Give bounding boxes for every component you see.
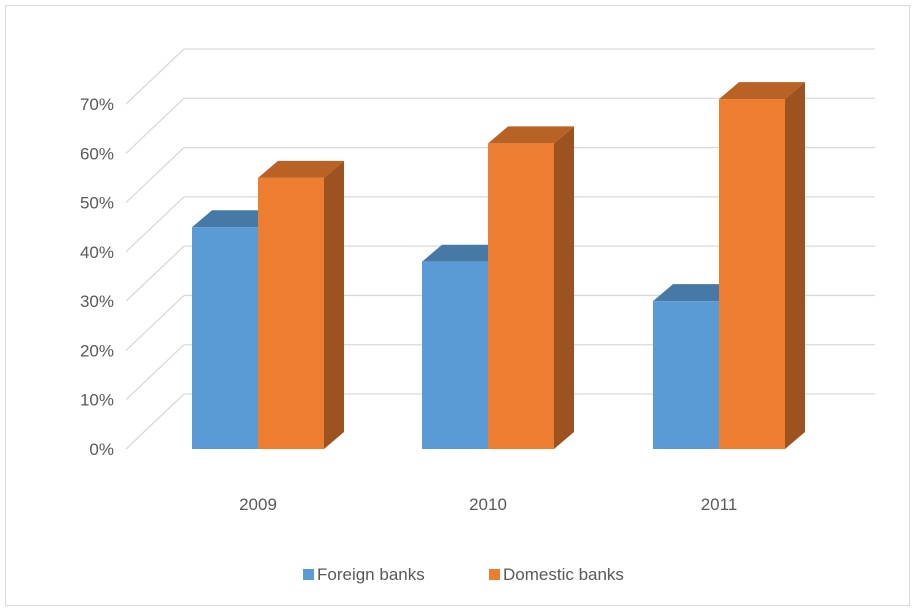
bar <box>488 143 554 449</box>
bar-top <box>488 126 574 144</box>
bar-top <box>719 82 805 100</box>
bar-chart: 0% 10% 20% 30% 40% 50% 60% 70% 2009 2010 2011 Forei… <box>80 48 875 584</box>
legend-label: Foreign banks <box>317 565 425 584</box>
bar-top <box>192 210 278 228</box>
bar-side <box>554 126 574 449</box>
y-tick-label: 20% <box>80 341 114 360</box>
legend-label: Domestic banks <box>503 565 624 584</box>
y-tick-label: 70% <box>80 95 114 114</box>
bar-side <box>324 160 344 449</box>
y-tick-label: 40% <box>80 243 114 262</box>
bar-top <box>258 160 344 178</box>
y-tick-label: 50% <box>80 194 114 213</box>
bar <box>192 227 258 449</box>
bar <box>422 261 488 449</box>
gridline-side <box>125 196 185 253</box>
gridline-side <box>125 245 185 302</box>
bar-top <box>422 244 508 262</box>
gridline-side <box>125 147 185 204</box>
y-tick-label: 0% <box>89 440 114 459</box>
x-tick-label: 2011 <box>701 495 738 514</box>
bar-top <box>653 284 739 302</box>
chart-frame: 0% 10% 20% 30% 40% 50% 60% 70% 2009 2010 2011 Forei… <box>5 5 910 606</box>
legend-swatch <box>303 569 314 580</box>
bar-side <box>785 82 805 450</box>
bar <box>258 177 324 449</box>
bar <box>653 301 719 449</box>
gridline-side <box>125 97 185 154</box>
gridline-side <box>125 294 185 351</box>
y-tick-label: 60% <box>80 144 114 163</box>
x-tick-label: 2009 <box>239 495 277 514</box>
y-tick-label: 30% <box>80 292 114 311</box>
x-tick-label: 2010 <box>469 495 507 514</box>
gridline-side <box>125 344 185 401</box>
legend-swatch <box>489 569 500 580</box>
bar <box>719 99 785 450</box>
gridline-side <box>125 393 185 450</box>
gridline-side <box>125 48 185 105</box>
y-tick-label: 10% <box>80 391 114 410</box>
